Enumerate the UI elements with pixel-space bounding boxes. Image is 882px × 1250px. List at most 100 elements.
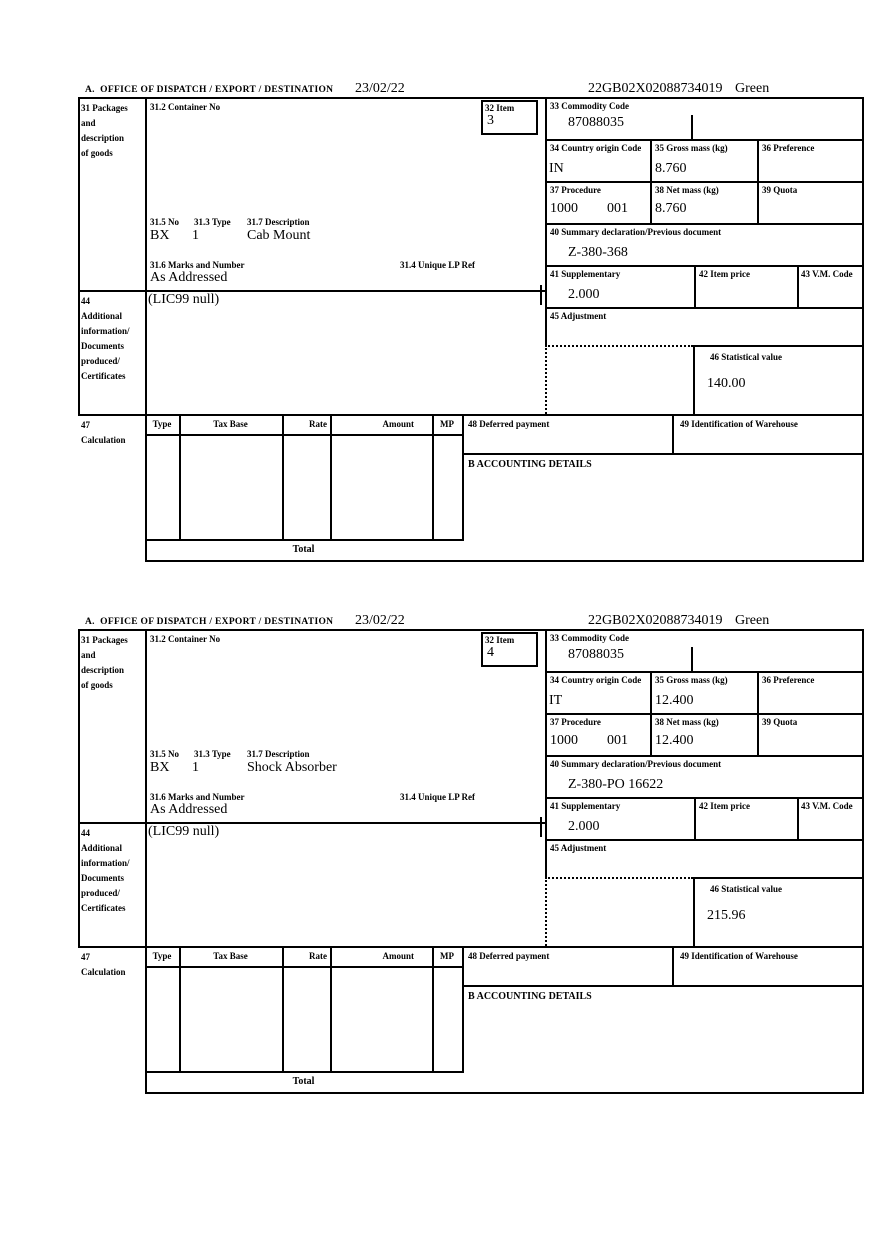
grid-line	[145, 434, 464, 436]
grid-line	[650, 671, 652, 755]
grid-line	[145, 1071, 464, 1073]
deferred-payment-label: 48 Deferred payment	[468, 951, 550, 961]
grid-line	[78, 629, 80, 946]
country-origin-label: 34 Country origin Code	[550, 675, 642, 685]
movement-reference: 22GB02X02088734019	[588, 613, 723, 628]
office-of-dispatch-label: A. OFFICE OF DISPATCH / EXPORT / DESTINA…	[85, 85, 334, 95]
preference-label: 36 Preference	[762, 143, 815, 153]
grid-line	[693, 877, 864, 879]
procedure-suffix-value: 001	[607, 201, 628, 216]
adjustment-label: 45 Adjustment	[550, 311, 607, 321]
grid-line	[78, 97, 864, 99]
grid-line	[693, 345, 695, 414]
item-price-label: 42 Item price	[699, 269, 750, 279]
grid-line	[545, 307, 864, 309]
grid-line	[462, 985, 864, 987]
grid-line	[650, 139, 652, 223]
grid-line	[462, 414, 464, 539]
vm-code-label: 43 V.M. Code	[801, 269, 853, 279]
date-value: 23/02/22	[355, 81, 405, 96]
description-value: Cab Mount	[247, 228, 311, 243]
unique-lp-ref-label: 31.4 Unique LP Ref	[400, 260, 476, 270]
commodity-code-value: 87088035	[568, 115, 624, 130]
grid-line	[432, 946, 434, 1071]
additional-info-value: (LIC99 null)	[148, 824, 220, 839]
package-code-value: BX	[150, 228, 170, 243]
warehouse-id-label: 49 Identification of Warehouse	[680, 951, 798, 961]
statistical-value-label: 46 Statistical value	[710, 352, 782, 362]
grid-line	[462, 946, 464, 1071]
calc-col-type: Type	[152, 419, 172, 429]
grid-line	[282, 414, 284, 539]
quota-label: 39 Quota	[762, 717, 798, 727]
additional-info-label: 44 Additional information/ Documents pro…	[81, 828, 130, 913]
grid-line	[78, 946, 864, 948]
packages-description-label: 31 Packages and description of goods	[81, 635, 128, 690]
package-code-value: BX	[150, 760, 170, 775]
additional-info-value: (LIC99 null)	[148, 292, 220, 307]
grid-line	[432, 414, 434, 539]
procedure-suffix-value: 001	[607, 733, 628, 748]
grid-line	[672, 414, 674, 453]
gross-mass-label: 35 Gross mass (kg)	[655, 675, 728, 685]
grid-line	[145, 560, 864, 562]
calc-col-mp: MP	[440, 951, 454, 961]
package-no-label: 31.5 No	[150, 749, 179, 759]
calc-col-amount: Amount	[382, 419, 414, 429]
grid-line	[757, 671, 759, 755]
commodity-code-label: 33 Commodity Code	[550, 101, 629, 111]
marks-number-label: 31.6 Marks and Number	[150, 260, 245, 270]
item-number-box	[481, 632, 538, 667]
grid-line	[78, 290, 547, 292]
dotted-grid-line	[545, 877, 547, 946]
commodity-code-separator-line	[691, 647, 693, 671]
grid-line	[545, 797, 864, 799]
net-mass-value: 12.400	[655, 733, 694, 748]
package-type-value: 1	[192, 760, 199, 775]
grid-line	[797, 797, 799, 839]
date-value: 23/02/22	[355, 613, 405, 628]
grid-line	[78, 629, 864, 631]
grid-line	[672, 946, 674, 985]
grid-line	[78, 97, 80, 414]
grid-line	[78, 414, 864, 416]
movement-reference: 22GB02X02088734019	[588, 81, 723, 96]
calc-col-type: Type	[152, 951, 172, 961]
description-value: Shock Absorber	[247, 760, 337, 775]
marks-value: As Addressed	[150, 270, 228, 285]
grid-line	[330, 946, 332, 1071]
grid-line	[545, 755, 864, 757]
container-no-label: 31.2 Container No	[150, 634, 221, 644]
grid-line	[862, 97, 864, 560]
dotted-grid-line	[545, 345, 547, 414]
country-origin-label: 34 Country origin Code	[550, 143, 642, 153]
supplementary-value: 2.000	[568, 287, 600, 302]
calculation-label: 47 Calculation	[81, 952, 126, 977]
calc-col-tax-base: Tax Base	[213, 419, 248, 429]
dotted-grid-line	[545, 877, 693, 879]
statistical-value-label: 46 Statistical value	[710, 884, 782, 894]
adjustment-label: 45 Adjustment	[550, 843, 607, 853]
total-label: Total	[292, 544, 315, 555]
grid-line	[545, 839, 864, 841]
grid-line	[693, 877, 695, 946]
accounting-details-label: B ACCOUNTING DETAILS	[468, 991, 592, 1002]
container-no-label: 31.2 Container No	[150, 102, 221, 112]
gross-mass-value: 12.400	[655, 693, 694, 708]
grid-line	[693, 345, 864, 347]
country-origin-value: IN	[549, 161, 564, 176]
item-box-label: 32 Item	[485, 103, 515, 113]
grid-line	[545, 671, 864, 673]
grid-line	[545, 223, 864, 225]
item-number: 3	[487, 113, 494, 128]
office-of-dispatch-label: A. OFFICE OF DISPATCH / EXPORT / DESTINA…	[85, 617, 334, 627]
supplementary-label: 41 Supplementary	[550, 801, 621, 811]
declaration-item-section: A. OFFICE OF DISPATCH / EXPORT / DESTINA…	[78, 613, 864, 1094]
packages-description-label: 31 Packages and description of goods	[81, 103, 128, 158]
commodity-code-separator-line	[691, 115, 693, 139]
grid-line	[694, 265, 696, 307]
grid-line	[540, 285, 542, 305]
grid-line	[862, 629, 864, 1092]
grid-line	[179, 414, 181, 539]
